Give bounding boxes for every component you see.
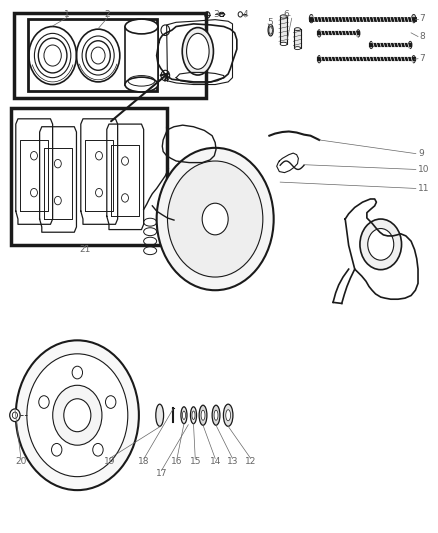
- Text: 21: 21: [79, 245, 91, 254]
- Circle shape: [51, 443, 62, 456]
- Text: 17: 17: [155, 469, 167, 478]
- Ellipse shape: [214, 410, 218, 420]
- Ellipse shape: [199, 405, 206, 425]
- Ellipse shape: [369, 41, 372, 49]
- Ellipse shape: [407, 41, 411, 49]
- Ellipse shape: [186, 34, 208, 69]
- Circle shape: [105, 395, 116, 408]
- Bar: [294, 29, 300, 48]
- Text: 5: 5: [267, 18, 273, 27]
- Ellipse shape: [182, 411, 185, 419]
- Ellipse shape: [182, 28, 213, 75]
- Circle shape: [16, 341, 138, 490]
- Ellipse shape: [212, 405, 219, 425]
- Text: 19: 19: [103, 457, 115, 466]
- Circle shape: [92, 443, 103, 456]
- Circle shape: [64, 399, 91, 432]
- Ellipse shape: [268, 25, 272, 36]
- Text: 18: 18: [138, 457, 149, 466]
- Text: 2: 2: [105, 10, 110, 19]
- Text: 10: 10: [417, 165, 428, 174]
- Text: 12: 12: [244, 457, 256, 466]
- Bar: [11, 108, 167, 245]
- Ellipse shape: [125, 77, 158, 92]
- Ellipse shape: [317, 30, 320, 37]
- Circle shape: [39, 395, 49, 408]
- Ellipse shape: [410, 14, 415, 23]
- Ellipse shape: [294, 28, 300, 30]
- Ellipse shape: [279, 42, 286, 46]
- Ellipse shape: [191, 411, 194, 419]
- Circle shape: [72, 366, 82, 379]
- Text: 16: 16: [171, 457, 182, 466]
- Circle shape: [53, 385, 102, 445]
- Circle shape: [359, 219, 401, 270]
- Text: 4: 4: [242, 10, 248, 19]
- Text: 14: 14: [209, 457, 220, 466]
- Text: 20: 20: [15, 457, 27, 466]
- Bar: [28, 19, 156, 91]
- Ellipse shape: [294, 47, 300, 50]
- Text: 11: 11: [417, 184, 428, 193]
- Text: 6: 6: [283, 10, 288, 19]
- Text: 13: 13: [226, 457, 238, 466]
- Ellipse shape: [279, 15, 286, 18]
- Ellipse shape: [308, 14, 313, 23]
- Circle shape: [156, 148, 273, 290]
- Text: 15: 15: [189, 457, 201, 466]
- Bar: [14, 13, 206, 98]
- Circle shape: [167, 161, 262, 277]
- Circle shape: [367, 229, 393, 260]
- Bar: [279, 17, 286, 44]
- Circle shape: [27, 354, 127, 477]
- Text: 7: 7: [418, 54, 424, 63]
- Ellipse shape: [317, 55, 320, 63]
- Text: 9: 9: [417, 149, 423, 158]
- Circle shape: [10, 409, 20, 422]
- Ellipse shape: [190, 407, 196, 424]
- Ellipse shape: [155, 404, 163, 426]
- Bar: [125, 27, 158, 85]
- Text: 7: 7: [418, 14, 424, 23]
- Circle shape: [202, 203, 228, 235]
- Text: 8: 8: [418, 32, 424, 41]
- Text: 3: 3: [213, 10, 219, 19]
- Ellipse shape: [356, 30, 359, 37]
- Ellipse shape: [225, 410, 230, 421]
- Ellipse shape: [125, 19, 158, 34]
- Ellipse shape: [180, 407, 187, 424]
- Ellipse shape: [201, 410, 205, 420]
- Ellipse shape: [223, 404, 233, 426]
- Ellipse shape: [411, 55, 414, 63]
- Text: 1: 1: [64, 10, 70, 19]
